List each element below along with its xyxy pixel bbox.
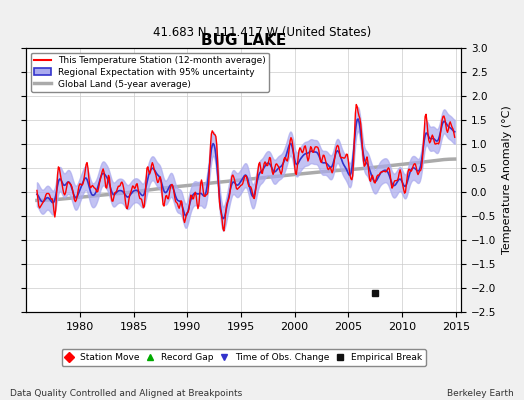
Text: 41.683 N, 111.417 W (United States): 41.683 N, 111.417 W (United States) <box>153 26 371 39</box>
Text: Data Quality Controlled and Aligned at Breakpoints: Data Quality Controlled and Aligned at B… <box>10 389 243 398</box>
Legend: Station Move, Record Gap, Time of Obs. Change, Empirical Break: Station Move, Record Gap, Time of Obs. C… <box>62 349 425 366</box>
Y-axis label: Temperature Anomaly (°C): Temperature Anomaly (°C) <box>502 106 512 254</box>
Title: BUG LAKE: BUG LAKE <box>201 33 286 48</box>
Text: Berkeley Earth: Berkeley Earth <box>447 389 514 398</box>
